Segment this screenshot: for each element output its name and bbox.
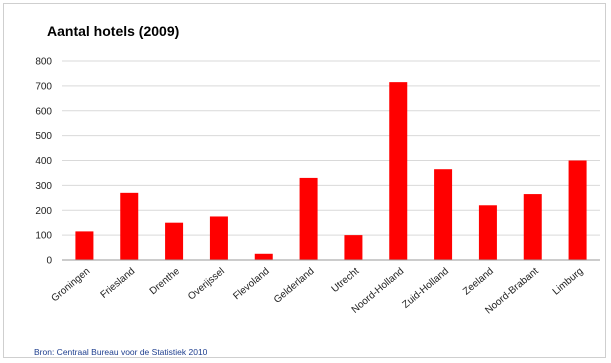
- x-tick-label: Zeeland: [461, 266, 496, 298]
- bar-flevoland: [254, 253, 273, 260]
- x-tick-label: Zuid-Holland: [401, 266, 452, 311]
- bar-overijssel: [209, 216, 228, 260]
- y-tick-label: 100: [35, 231, 52, 242]
- x-tick-label: Groningen: [49, 266, 92, 304]
- y-axis-ticks: 0 100 200 300 400 500 600 700 800: [35, 57, 52, 267]
- chart-title: Aantal hotels (2009): [47, 23, 179, 39]
- y-tick-label: 800: [35, 57, 52, 68]
- y-tick-label: 400: [35, 156, 52, 167]
- x-tick-label: Utrecht: [330, 266, 362, 295]
- bar-noord-brabant: [523, 194, 542, 260]
- bars: [75, 82, 587, 260]
- x-axis-labels: Groningen Friesland Drenthe Overijssel Flevo…: [49, 266, 585, 317]
- x-tick-label: Friesland: [99, 266, 138, 301]
- y-tick-label: 500: [35, 131, 52, 142]
- bar-zuid-holland: [434, 169, 453, 260]
- y-tick-label: 700: [35, 81, 52, 92]
- bar-utrecht: [344, 235, 363, 260]
- y-tick-label: 300: [35, 181, 52, 192]
- x-tick-label: Drenthe: [148, 266, 183, 298]
- bar-noord-holland: [389, 82, 408, 260]
- grid-lines: [62, 60, 600, 236]
- x-tick-label: Flevoland: [231, 266, 271, 302]
- bar-friesland: [120, 192, 139, 260]
- bar-zeeland: [478, 205, 497, 260]
- bar-gelderland: [299, 177, 318, 260]
- x-tick-label: Limburg: [551, 266, 586, 298]
- source-note: Bron: Centraal Bureau voor de Statistiek…: [34, 347, 208, 357]
- y-tick-label: 0: [46, 256, 52, 267]
- x-tick-label: Overijssel: [186, 266, 227, 303]
- bar-groningen: [75, 231, 94, 260]
- bar-limburg: [568, 160, 587, 260]
- y-tick-label: 200: [35, 206, 52, 217]
- y-tick-label: 600: [35, 106, 52, 117]
- bar-drenthe: [165, 222, 184, 260]
- x-tick-label: Gelderland: [272, 266, 317, 306]
